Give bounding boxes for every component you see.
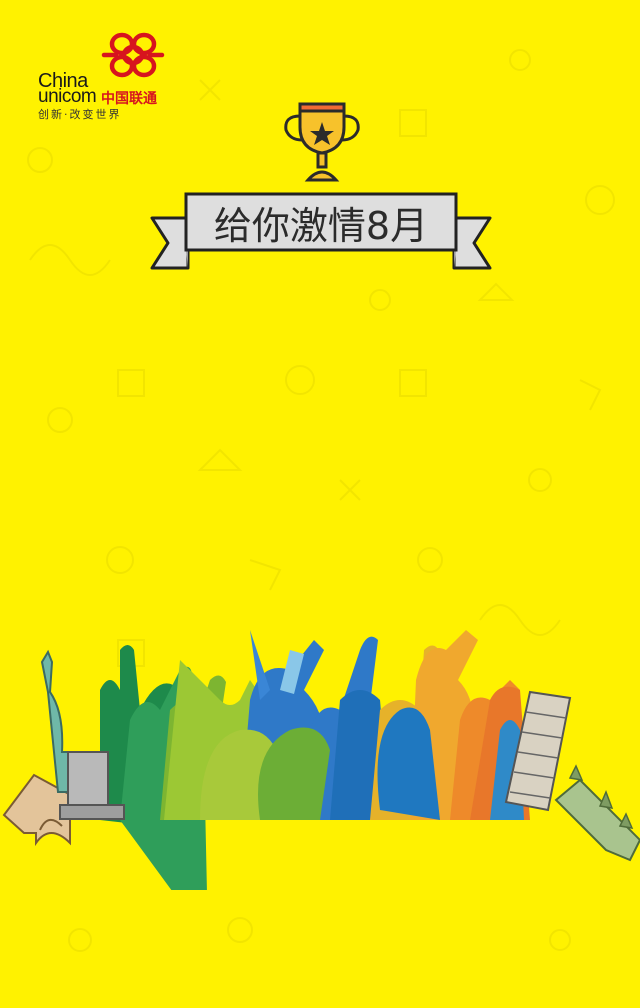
china-unicom-logo: China unicom 中国联通 创新·改变世界 (36, 30, 176, 122)
banner-title: 给你激情8月 (213, 203, 429, 248)
title-ribbon (150, 192, 492, 270)
parliament-building (554, 764, 640, 862)
logo-english-line2: unicom (38, 86, 97, 107)
logo-slogan: 创新·改变世界 (38, 108, 122, 121)
statue-of-liberty (40, 649, 125, 820)
trophy-star-icon (284, 102, 360, 182)
unicom-knot-icon (101, 32, 165, 78)
crowd-landmarks-illustration (2, 630, 640, 890)
cheering-crowd (100, 630, 530, 890)
logo-chinese-name: 中国联通 (101, 91, 157, 107)
logo-english-line1: China (38, 70, 88, 92)
leaning-tower-of-pisa (504, 690, 572, 812)
